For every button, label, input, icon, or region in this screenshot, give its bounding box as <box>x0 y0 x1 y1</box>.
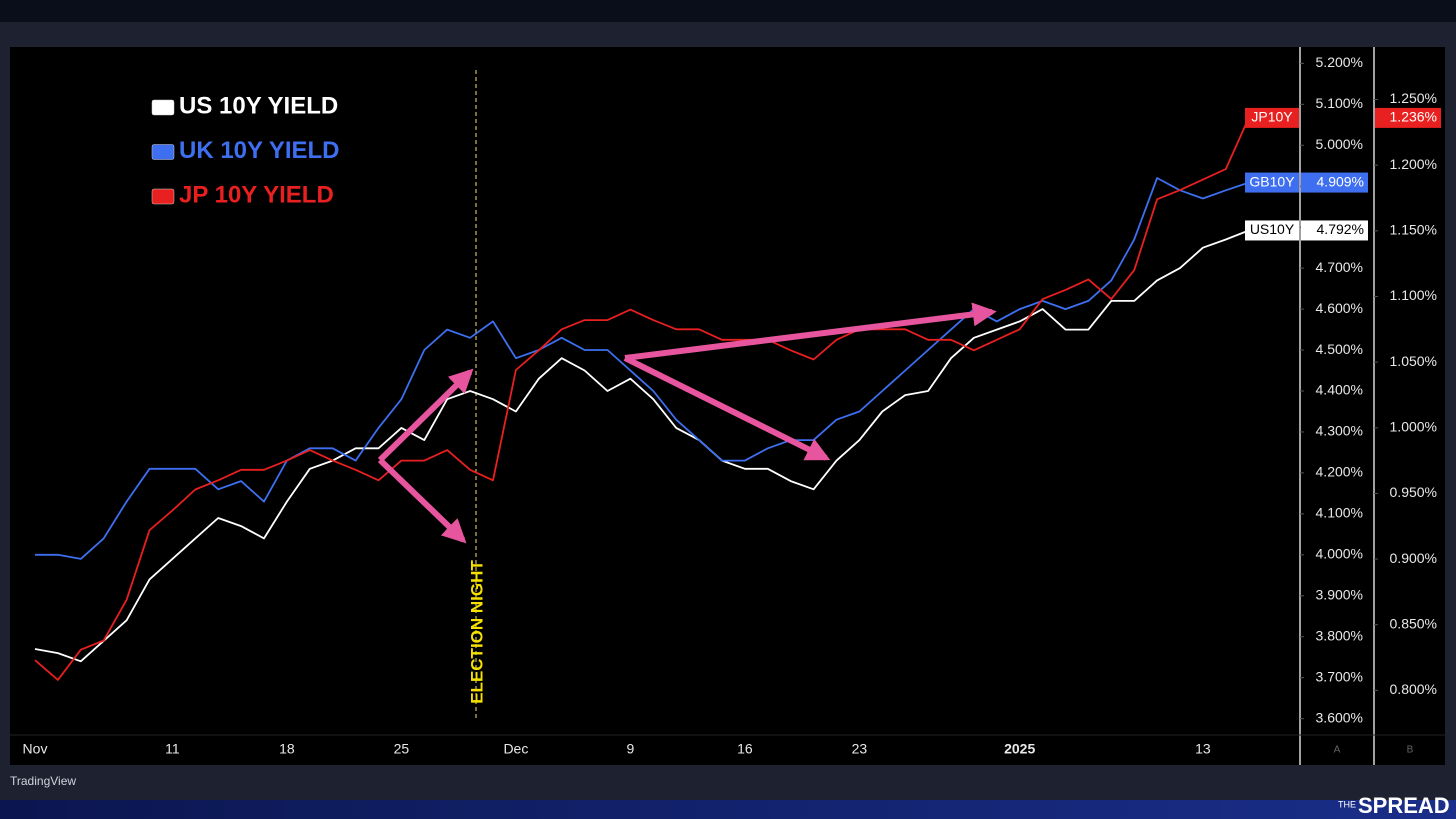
y2-tick-label: 1.100% <box>1390 287 1437 303</box>
arrow <box>624 302 997 361</box>
brand-small: THE <box>1338 799 1356 809</box>
legend: US 10Y YIELD UK 10Y YIELD JP 10Y YIELD <box>151 92 340 208</box>
x-tick-label: 13 <box>1195 741 1211 757</box>
x-tick-label: 2025 <box>1004 741 1035 757</box>
y2-tick-label: 1.200% <box>1390 156 1437 172</box>
legend-entry: UK 10Y YIELD <box>179 137 340 164</box>
top-strip <box>0 0 1456 22</box>
y2-tick-label: 0.800% <box>1390 681 1437 697</box>
y2-tick-label: 1.250% <box>1390 90 1437 106</box>
arrow <box>623 355 831 461</box>
price-tag <box>1301 172 1368 193</box>
price-label: 1.236% <box>1390 109 1437 125</box>
legend-flag <box>151 188 175 205</box>
y2-tick-label: 0.950% <box>1390 484 1437 500</box>
series-line <box>34 117 1250 681</box>
election-label: ELECTION NIGHT <box>467 560 486 704</box>
ticker-label: JP10Y <box>1251 109 1293 125</box>
price-label: 4.792% <box>1317 221 1364 237</box>
axis-button[interactable]: A <box>1334 745 1341 756</box>
ticker-tag <box>1245 172 1299 193</box>
y2-tick-label: 1.000% <box>1390 418 1437 434</box>
ticker-label: GB10Y <box>1249 173 1295 189</box>
series-line <box>35 177 1249 560</box>
x-tick-label: 25 <box>394 741 410 757</box>
ticker-tag <box>1245 107 1299 128</box>
x-tick-label: 11 <box>165 741 180 757</box>
x-tick-label: 9 <box>627 741 635 757</box>
ticker-label: US10Y <box>1250 221 1295 237</box>
y-tick-label: 4.600% <box>1316 300 1363 316</box>
legend-flag <box>151 99 175 116</box>
legend-entry: US 10Y YIELD <box>179 92 338 119</box>
y2-tick-label: 0.850% <box>1390 615 1437 631</box>
ticker-tag <box>1245 220 1299 241</box>
y2-tick-label: 1.150% <box>1390 222 1437 238</box>
x-tick-label: 18 <box>279 741 295 757</box>
x-tick-label: 23 <box>852 741 868 757</box>
y-tick-label: 5.000% <box>1316 136 1363 152</box>
y2-tick-label: 0.900% <box>1390 550 1437 566</box>
legend-flag <box>151 144 175 160</box>
axis-button[interactable]: B <box>1407 745 1414 756</box>
y-tick-label: 4.500% <box>1316 341 1363 357</box>
y-tick-label: 3.700% <box>1316 668 1363 684</box>
y-tick-label: 4.200% <box>1316 464 1363 480</box>
y-tick-label: 4.700% <box>1316 259 1363 275</box>
brand: SPREAD <box>1358 793 1450 818</box>
y-tick-label: 4.000% <box>1316 546 1363 562</box>
arrow <box>377 457 467 544</box>
watermark: TradingView <box>10 774 76 788</box>
legend-entry: JP 10Y YIELD <box>179 181 334 208</box>
y-tick-label: 3.800% <box>1316 627 1363 643</box>
series-line <box>34 229 1250 663</box>
y-tick-label: 4.400% <box>1316 382 1363 398</box>
y2-tick-label: 1.050% <box>1390 353 1437 369</box>
x-tick-label: Nov <box>23 741 48 757</box>
y-tick-label: 4.100% <box>1316 505 1363 521</box>
price-label: 4.909% <box>1317 173 1364 189</box>
x-tick-label: Dec <box>503 741 528 757</box>
bottom-strip <box>0 800 1456 819</box>
arrow <box>377 368 474 463</box>
y-tick-label: 5.100% <box>1316 95 1363 111</box>
y-tick-label: 5.200% <box>1316 54 1363 70</box>
y-tick-label: 3.900% <box>1316 586 1363 602</box>
x-tick-label: 16 <box>737 741 753 757</box>
y-tick-label: 3.600% <box>1316 709 1363 725</box>
price-tag <box>1301 220 1368 241</box>
price-tag <box>1375 107 1441 128</box>
y-tick-label: 4.300% <box>1316 423 1363 439</box>
